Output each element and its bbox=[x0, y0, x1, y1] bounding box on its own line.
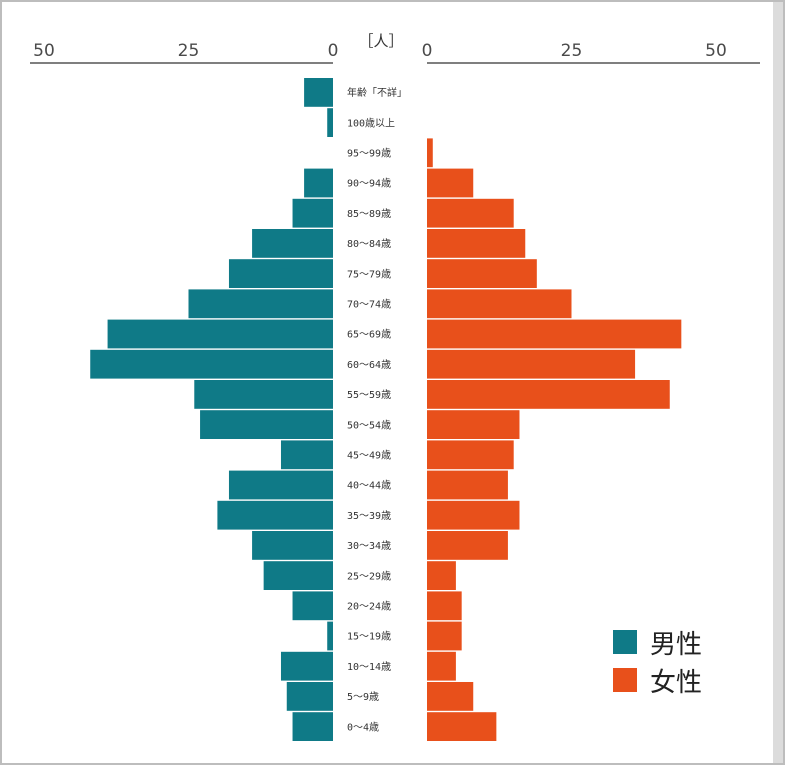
bar-male bbox=[304, 168, 333, 198]
age-group-label: 55〜59歳 bbox=[347, 389, 391, 401]
legend-label-female: 女性 bbox=[650, 668, 702, 698]
bar-male bbox=[90, 349, 334, 379]
age-group-label: 年齢「不詳」 bbox=[347, 86, 407, 99]
age-group-label: 65〜69歳 bbox=[347, 329, 391, 341]
bar-female bbox=[427, 500, 520, 530]
scrollbar-track bbox=[773, 2, 783, 763]
bar-female bbox=[427, 591, 462, 621]
legend-swatch-male bbox=[613, 630, 637, 654]
x-tick-label-left: 0 bbox=[328, 41, 339, 61]
age-group-label: 50〜54歳 bbox=[347, 419, 391, 431]
age-group-label: 45〜49歳 bbox=[347, 450, 391, 462]
x-tick-label-left: 50 bbox=[33, 41, 55, 61]
age-group-label: 25〜29歳 bbox=[347, 570, 391, 582]
bar-male bbox=[200, 410, 333, 439]
age-group-label: 30〜34歳 bbox=[347, 540, 391, 552]
bar-female bbox=[427, 229, 526, 258]
legend-swatch-female bbox=[613, 668, 637, 692]
bar-female bbox=[427, 198, 514, 228]
bar-female bbox=[427, 621, 462, 651]
x-tick-label-right: 0 bbox=[422, 41, 433, 61]
bar-female bbox=[427, 380, 670, 409]
age-group-label: 60〜64歳 bbox=[347, 359, 391, 371]
age-group-label: 85〜89歳 bbox=[347, 208, 391, 220]
bar-male bbox=[292, 198, 333, 228]
age-group-label: 70〜74歳 bbox=[347, 299, 391, 311]
age-group-label: 40〜44歳 bbox=[347, 480, 391, 492]
bar-female bbox=[427, 440, 514, 470]
x-tick-label-left: 25 bbox=[178, 41, 200, 61]
bar-male bbox=[188, 289, 333, 319]
bar-male bbox=[280, 440, 333, 470]
age-group-label: 95〜99歳 bbox=[347, 148, 391, 160]
bar-female bbox=[427, 531, 508, 560]
age-group-label: 75〜79歳 bbox=[347, 268, 391, 280]
bar-female bbox=[427, 561, 456, 590]
age-group-label: 35〜39歳 bbox=[347, 510, 391, 522]
bar-female bbox=[427, 470, 508, 500]
age-group-label: 10〜14歳 bbox=[347, 661, 391, 673]
age-group-label: 15〜19歳 bbox=[347, 631, 391, 643]
bar-male bbox=[292, 712, 333, 741]
bar-female bbox=[427, 712, 497, 741]
bar-male bbox=[194, 380, 333, 409]
x-tick-label-right: 50 bbox=[705, 41, 727, 61]
legend: 男性 女性 bbox=[613, 630, 702, 698]
unit-label: ［人］ bbox=[358, 32, 403, 50]
legend-label-male: 男性 bbox=[650, 630, 702, 660]
bar-male bbox=[327, 108, 333, 137]
bar-male bbox=[228, 470, 333, 500]
bar-female bbox=[427, 410, 520, 439]
bar-female bbox=[427, 259, 537, 288]
bar-male bbox=[292, 591, 333, 621]
bar-female bbox=[427, 168, 474, 198]
x-tick-label-right: 25 bbox=[561, 41, 583, 61]
age-group-label: 5〜9歳 bbox=[347, 691, 379, 703]
age-group-label: 0〜4歳 bbox=[347, 721, 379, 733]
bar-female bbox=[427, 682, 474, 711]
age-group-label: 80〜84歳 bbox=[347, 238, 391, 250]
bar-male bbox=[263, 561, 333, 590]
bar-male bbox=[107, 319, 333, 349]
bar-female bbox=[427, 349, 636, 379]
bar-male bbox=[252, 531, 333, 560]
bar-female bbox=[427, 138, 433, 168]
bar-male bbox=[327, 621, 333, 651]
bar-male bbox=[228, 259, 333, 288]
bar-female bbox=[427, 289, 572, 319]
bar-male bbox=[280, 651, 333, 681]
bar-female bbox=[427, 651, 456, 681]
bar-male bbox=[286, 682, 333, 711]
age-group-label: 20〜24歳 bbox=[347, 601, 391, 613]
bar-male bbox=[252, 229, 333, 258]
bar-male bbox=[304, 78, 333, 107]
age-group-label: 100歳以上 bbox=[347, 117, 395, 129]
age-group-label: 90〜94歳 bbox=[347, 178, 391, 190]
bar-male bbox=[217, 500, 333, 530]
bar-female bbox=[427, 319, 682, 349]
